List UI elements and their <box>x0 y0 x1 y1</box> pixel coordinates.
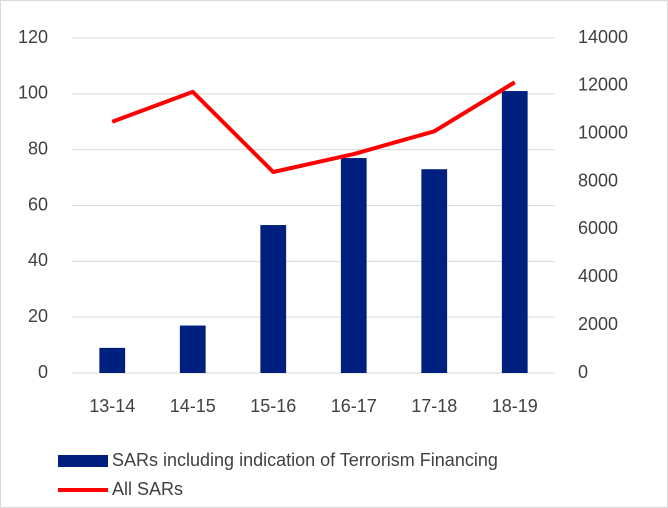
bar <box>340 158 367 373</box>
legend-label: SARs including indication of Terrorism F… <box>112 450 498 470</box>
y2-tick-label: 12000 <box>578 75 628 95</box>
legend-label: All SARs <box>112 479 183 499</box>
y-tick-label: 20 <box>28 306 48 326</box>
x-tick-label: 13-14 <box>89 396 135 416</box>
line <box>111 80 516 174</box>
y2-tick-label: 10000 <box>578 122 628 142</box>
x-tick-label: 15-16 <box>250 396 296 416</box>
bar <box>421 169 448 373</box>
y-tick-label: 60 <box>28 194 48 214</box>
x-tick-label: 14-15 <box>170 396 216 416</box>
bar <box>99 347 126 373</box>
x-tick-label: 17-18 <box>411 396 457 416</box>
y-tick-label: 0 <box>38 362 48 382</box>
legend-swatch <box>58 455 108 467</box>
y2-tick-label: 6000 <box>578 218 618 238</box>
y2-tick-label: 0 <box>578 362 588 382</box>
y2-tick-label: 2000 <box>578 314 618 334</box>
y-tick-label: 100 <box>18 83 48 103</box>
y-tick-label: 80 <box>28 138 48 158</box>
x-tick-label: 16-17 <box>331 396 377 416</box>
bar <box>179 325 206 373</box>
bar <box>260 225 287 373</box>
bar <box>501 91 528 374</box>
y-tick-label: 120 <box>18 27 48 47</box>
y2-tick-label: 8000 <box>578 170 618 190</box>
y-tick-label: 40 <box>28 250 48 270</box>
y2-tick-label: 14000 <box>578 27 628 47</box>
x-tick-label: 18-19 <box>492 396 538 416</box>
y2-tick-label: 4000 <box>578 266 618 286</box>
